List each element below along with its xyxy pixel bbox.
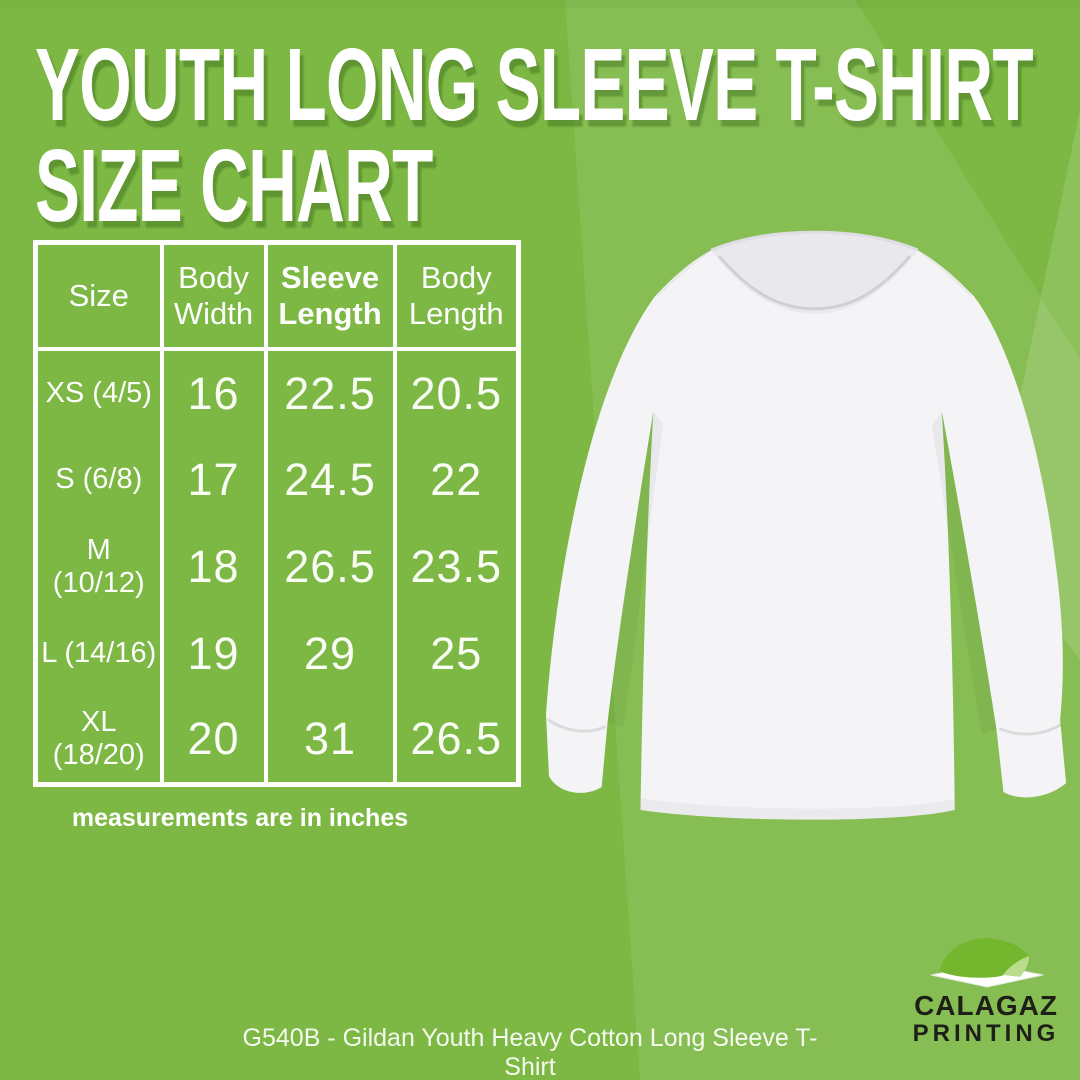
- size-chart-table: Size Body Width Sleeve Length Body Lengt…: [33, 240, 521, 787]
- tshirt-photo: [546, 230, 1067, 820]
- col-header-size: Size: [33, 240, 164, 351]
- body-length-value: 25: [392, 610, 521, 697]
- sleeve-length-value: 31: [263, 697, 397, 784]
- body-length-value: 26.5: [392, 697, 521, 784]
- size-label: M (10/12): [33, 523, 164, 610]
- body-length-value: 23.5: [392, 523, 521, 610]
- body-length-value: 22: [392, 436, 521, 523]
- sleeve-length-value: 22.5: [263, 349, 397, 436]
- table-row-s: S (6/8) 17 24.5 22: [33, 436, 521, 523]
- sleeve-length-value: 26.5: [263, 523, 397, 610]
- size-label: S (6/8): [33, 436, 164, 523]
- table-row-l: L (14/16) 19 29 25: [33, 610, 521, 697]
- body-length-value: 20.5: [392, 349, 521, 436]
- poster-title-line2: SIZE CHART: [35, 129, 433, 244]
- table-row-m: M (10/12) 18 26.5 23.5: [33, 523, 521, 610]
- table-header-row: Size Body Width Sleeve Length Body Lengt…: [33, 240, 521, 351]
- calagaz-logo: CALAGAZ PRINTING: [900, 933, 1072, 1049]
- calagaz-paper-icon: [930, 938, 1044, 988]
- col-header-body-length: Body Length: [392, 240, 521, 351]
- sleeve-length-value: 29: [263, 610, 397, 697]
- col-header-body-width: Body Width: [159, 240, 268, 351]
- col-header-sleeve-length: Sleeve Length: [263, 240, 397, 351]
- body-width-value: 18: [159, 523, 268, 610]
- table-row-xs: XS (4/5) 16 22.5 20.5: [33, 349, 521, 436]
- body-width-value: 16: [159, 349, 268, 436]
- body-width-value: 19: [159, 610, 268, 697]
- logo-subtitle: PRINTING: [912, 1020, 1060, 1048]
- table-row-xl: XL (18/20) 20 31 26.5: [33, 697, 521, 784]
- sleeve-length-value: 24.5: [263, 436, 397, 523]
- body-width-value: 20: [159, 697, 268, 784]
- body-width-value: 17: [159, 436, 268, 523]
- product-caption: G540B - Gildan Youth Heavy Cotton Long S…: [242, 1024, 818, 1080]
- size-label: XS (4/5): [33, 349, 164, 436]
- units-footnote: measurements are in inches: [71, 804, 409, 832]
- poster-title-line1: YOUTH LONG SLEEVE T-SHIRT: [35, 28, 1034, 143]
- logo-wordmark: CALAGAZ: [914, 990, 1058, 1021]
- size-label: L (14/16): [33, 610, 164, 697]
- size-label: XL (18/20): [33, 697, 164, 784]
